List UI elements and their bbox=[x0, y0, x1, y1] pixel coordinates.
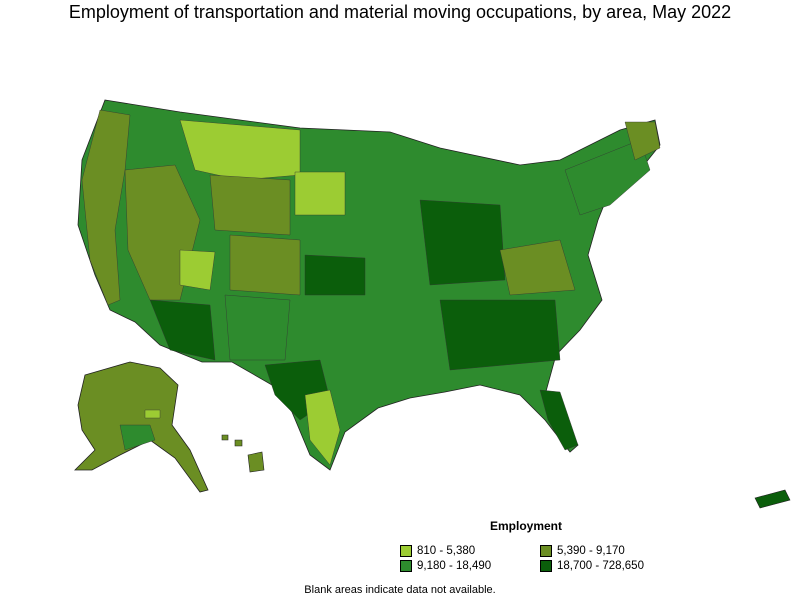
legend-label: 810 - 5,380 bbox=[417, 545, 476, 557]
legend-swatch bbox=[400, 560, 412, 572]
region-texas-south bbox=[304, 389, 341, 466]
region-colorado bbox=[229, 234, 301, 296]
region-southeast-dark bbox=[439, 299, 561, 371]
legend-item-1: 810 - 5,380 bbox=[400, 545, 475, 557]
legend-label: 5,390 - 9,170 bbox=[557, 545, 625, 557]
legend-label: 9,180 - 18,490 bbox=[417, 560, 492, 572]
legend-swatch bbox=[400, 545, 412, 557]
region-mountain-north bbox=[179, 119, 301, 181]
alaska-southwest bbox=[119, 424, 156, 451]
region-maine bbox=[624, 121, 661, 161]
region-dakotas bbox=[294, 171, 346, 216]
region-appalachia bbox=[499, 239, 576, 296]
legend-swatch bbox=[540, 560, 552, 572]
hawaii-region bbox=[221, 434, 265, 473]
region-wyoming bbox=[209, 174, 291, 236]
region-kansas bbox=[304, 254, 366, 296]
region-new-mexico bbox=[224, 294, 291, 361]
legend-item-4: 18,700 - 728,650 bbox=[540, 560, 644, 572]
puerto-rico-region bbox=[754, 489, 791, 509]
map-title: Employment of transportation and materia… bbox=[68, 2, 732, 22]
alaska-light-patch bbox=[144, 409, 161, 419]
legend-item-2: 5,390 - 9,170 bbox=[540, 545, 625, 557]
region-florida bbox=[539, 389, 579, 451]
legend-title: Employment bbox=[490, 519, 563, 533]
region-utah-light bbox=[179, 249, 216, 291]
legend-swatch bbox=[540, 545, 552, 557]
legend-label: 18,700 - 728,650 bbox=[557, 560, 644, 572]
region-midwest-dark bbox=[419, 199, 506, 286]
region-arizona bbox=[149, 299, 216, 361]
data-availability-note: Blank areas indicate data not available. bbox=[304, 584, 496, 596]
region-northeast bbox=[564, 139, 651, 216]
legend-item-3: 9,180 - 18,490 bbox=[400, 560, 491, 572]
region-pacific-coast bbox=[81, 109, 131, 306]
